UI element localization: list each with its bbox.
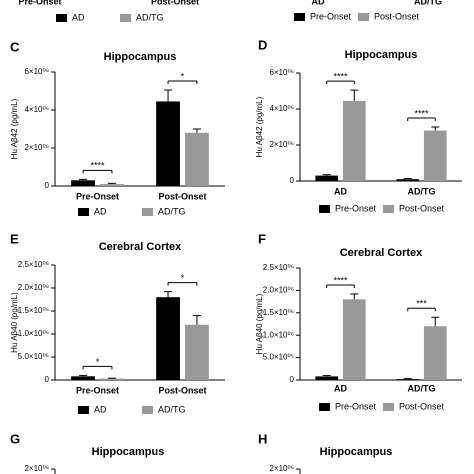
legend-swatch xyxy=(358,13,369,21)
legend-label: AD xyxy=(94,404,107,414)
y-axis-label: Hu Aβ42 (pg/mL) xyxy=(255,96,264,157)
bar xyxy=(423,326,447,380)
x-tick-label: Post-Onset xyxy=(158,191,206,201)
bar xyxy=(315,175,339,181)
legend-label: AD xyxy=(94,206,107,216)
bar xyxy=(100,378,124,380)
x-tick-label: AD/TG xyxy=(408,383,436,393)
y-tick-label: 2×10⁰⁶ xyxy=(24,143,49,152)
panel-label: C xyxy=(10,39,20,54)
legend-label: AD/TG xyxy=(158,404,186,414)
y-tick-label: 2×10⁰⁶ xyxy=(269,140,294,149)
chart-title: Hippocampus xyxy=(104,51,177,63)
panel-label: H xyxy=(258,431,267,446)
y-tick-label: 5.0×10⁰⁵ xyxy=(18,352,49,361)
x-tick-label: Post-Onset xyxy=(158,385,206,395)
y-tick-label: 2.5×10⁰⁶ xyxy=(263,263,294,272)
y-tick-label: 6×10⁰⁶ xyxy=(24,67,49,76)
legend-swatch xyxy=(142,406,153,414)
y-tick-label: 2.0×10⁰⁶ xyxy=(263,286,294,295)
x-tick-label: AD/TG xyxy=(414,0,442,6)
y-tick-label: 1.0×10⁰⁶ xyxy=(263,330,294,339)
legend-swatch xyxy=(294,13,305,21)
y-axis-label: Hu Aβ40 (pg/mL) xyxy=(255,293,264,354)
bar xyxy=(342,299,366,380)
x-tick-label: Pre-Onset xyxy=(76,191,119,201)
legend-swatch xyxy=(120,14,131,22)
y-tick-label: 2.5×10⁰⁶ xyxy=(18,260,49,269)
y-axis-label: Hu Aβ40 (pg/mL) xyxy=(10,292,19,353)
legend-label: Pre-Onset xyxy=(335,401,377,411)
bar xyxy=(396,379,420,380)
legend-label: Post-Onset xyxy=(374,11,420,21)
chart-title: Cerebral Cortex xyxy=(99,241,182,253)
y-tick-label: 1.0×10⁰⁶ xyxy=(18,329,49,338)
panel-label: G xyxy=(10,431,20,446)
legend-swatch xyxy=(383,205,394,213)
y-axis-label: Hu Aβ42 (pg/mL) xyxy=(10,98,19,159)
sig-label: **** xyxy=(333,275,348,285)
x-tick-label: Pre-Onset xyxy=(76,385,119,395)
y-tick-label: 0 xyxy=(45,181,50,190)
bar xyxy=(156,101,180,186)
sig-label: * xyxy=(181,71,185,81)
x-tick-label: Pre-Onset xyxy=(18,0,61,6)
legend-swatch xyxy=(319,403,330,411)
legend-label: Post-Onset xyxy=(399,401,445,411)
sig-label: **** xyxy=(414,108,429,118)
sig-label: * xyxy=(96,357,100,367)
legend-label: AD/TG xyxy=(136,12,164,22)
y-tick-label: 1.5×10⁰⁶ xyxy=(263,308,294,317)
sig-label: **** xyxy=(90,161,105,171)
bar xyxy=(71,180,95,186)
y-tick-label: 2×10⁰⁶ xyxy=(24,464,49,473)
panel-label: F xyxy=(258,231,266,246)
chart-title: Hippocampus xyxy=(320,446,393,458)
chart-title: Hippocampus xyxy=(92,446,165,458)
y-tick-label: 0 xyxy=(290,176,295,185)
chart-title: Cerebral Cortex xyxy=(340,247,423,259)
bar xyxy=(315,376,339,380)
sig-label: * xyxy=(181,273,185,283)
bar xyxy=(185,324,209,380)
y-tick-label: 2×10⁰⁶ xyxy=(269,464,294,473)
legend-swatch xyxy=(142,208,153,216)
chart-title: Hippocampus xyxy=(345,49,418,61)
bar xyxy=(396,179,420,181)
legend-swatch xyxy=(56,14,67,22)
y-tick-label: 1.5×10⁰⁶ xyxy=(18,306,49,315)
legend-label: AD/TG xyxy=(158,206,186,216)
legend-label: AD xyxy=(72,12,85,22)
legend-swatch xyxy=(78,406,89,414)
y-tick-label: 4×10⁰⁶ xyxy=(269,104,294,113)
x-tick-label: AD/TG xyxy=(408,186,436,196)
y-tick-label: 5.0×10⁰⁵ xyxy=(263,353,294,362)
legend-swatch xyxy=(383,403,394,411)
x-tick-label: AD xyxy=(334,383,347,393)
bar xyxy=(185,132,209,186)
y-tick-label: 6×10⁰⁶ xyxy=(269,68,294,77)
y-tick-label: 0 xyxy=(45,375,50,384)
legend-label: Pre-Onset xyxy=(310,11,352,21)
bar xyxy=(100,184,124,186)
bar xyxy=(156,297,180,380)
y-tick-label: 0 xyxy=(290,375,295,384)
sig-label: **** xyxy=(333,71,348,81)
panel-label: E xyxy=(10,231,19,246)
bar xyxy=(423,130,447,181)
y-tick-label: 4×10⁰⁶ xyxy=(24,105,49,114)
sig-label: *** xyxy=(416,299,427,309)
x-tick-label: Post-Onset xyxy=(151,0,199,6)
bar xyxy=(342,100,366,181)
bar xyxy=(71,376,95,380)
panel-label: D xyxy=(258,37,267,52)
legend-label: Post-Onset xyxy=(399,203,445,213)
legend-label: Pre-Onset xyxy=(335,203,377,213)
legend-swatch xyxy=(78,208,89,216)
x-tick-label: AD xyxy=(334,186,347,196)
legend-swatch xyxy=(319,205,330,213)
y-tick-label: 2.0×10⁰⁶ xyxy=(18,283,49,292)
x-tick-label: AD xyxy=(312,0,325,6)
